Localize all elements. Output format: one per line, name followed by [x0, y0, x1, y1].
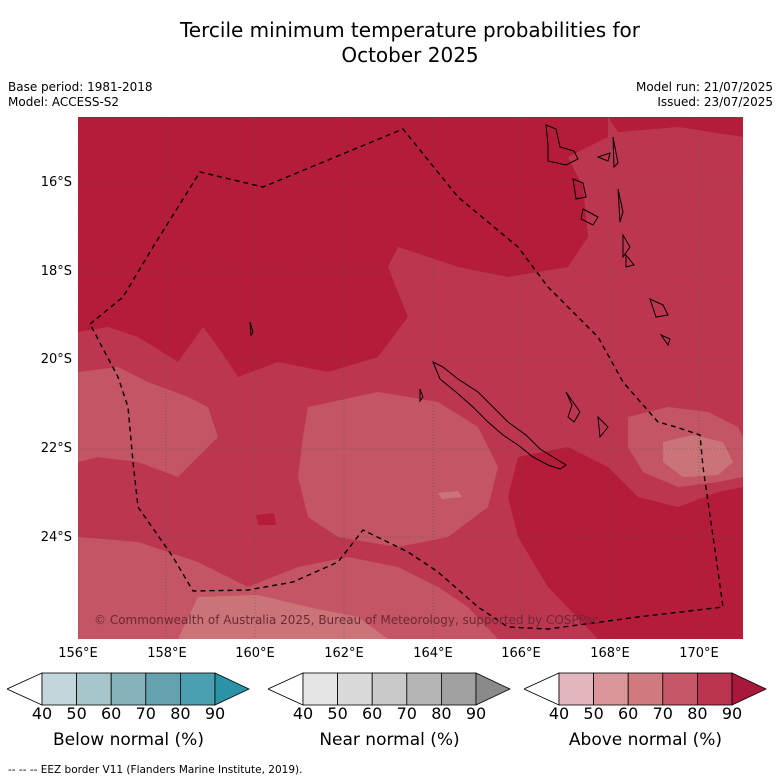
colorbar-above-normal: [524, 672, 767, 706]
eez-border: [89, 128, 724, 630]
cbar-near-seg-1: [302, 672, 338, 706]
region-90-patch: [256, 513, 276, 525]
cbar-below-seg-3: [110, 672, 147, 706]
model-run: Model run: 21/07/2025: [635, 80, 773, 94]
small-island-2: [419, 388, 424, 403]
chart-title: Tercile minimum temperature probabilitie…: [0, 18, 781, 68]
cbar-above-seg-1: [558, 672, 594, 706]
cbar-near-seg-6: [475, 672, 511, 706]
cbar-below-seg-2: [76, 672, 112, 706]
lat-label-22s: 22°S: [40, 441, 72, 456]
lat-label-20s: 20°S: [40, 352, 72, 367]
cbar-below-seg-1: [41, 672, 77, 706]
new-caledonia-coast: [432, 360, 567, 470]
lon-label-160e: 160°E: [235, 646, 275, 661]
model-name: Model: ACCESS-S2: [8, 95, 120, 109]
lat-label-24s: 24°S: [40, 530, 72, 545]
lon-label-166e: 166°E: [501, 646, 541, 661]
meta-right: Model run: 21/07/2025 Issued: 23/07/2025: [636, 80, 773, 110]
cbar-near-seg-5: [440, 672, 477, 706]
near-tick-40: 40: [292, 704, 314, 723]
below-normal-label: Below normal (%): [53, 730, 204, 750]
small-island-1: [249, 321, 254, 337]
cbar-above-seg-4: [662, 672, 698, 706]
region-60-east: [663, 435, 733, 477]
near-tick-80: 80: [431, 704, 452, 723]
above-tick-50: 50: [583, 704, 604, 723]
below-tick-50: 50: [66, 704, 87, 723]
colorbar-below-normal: [7, 672, 250, 706]
region-90-north: [78, 117, 608, 377]
map-svg: [77, 117, 743, 639]
below-tick-40: 40: [31, 704, 53, 723]
region-70-south: [78, 537, 498, 639]
region-70-central: [298, 392, 498, 547]
cbar-below-seg-4: [145, 672, 181, 706]
cbar-below-seg-6: [214, 672, 250, 706]
region-60-south: [178, 595, 388, 639]
vanuatu-north-coast: [545, 124, 579, 166]
vanuatu-islands-coast: [572, 136, 635, 268]
loyalty-islands-coast: [565, 391, 609, 439]
below-tick-70: 70: [135, 704, 156, 723]
lat-label-18s: 18°S: [40, 264, 72, 279]
cbar-near-seg-3: [371, 672, 408, 706]
below-tick-90: 90: [204, 704, 226, 723]
near-tick-70: 70: [396, 704, 417, 723]
near-tick-90: 90: [465, 704, 487, 723]
near-tick-60: 60: [362, 704, 383, 723]
above-tick-40: 40: [548, 704, 570, 723]
cbar-above-seg-0: [524, 672, 560, 706]
graticule: [77, 117, 743, 639]
near-normal-label: Near normal (%): [319, 730, 460, 750]
above-tick-90: 90: [721, 704, 743, 723]
coastlines: [249, 124, 671, 470]
colorbar-near-normal: [268, 672, 511, 706]
cbar-below-seg-0: [7, 672, 43, 706]
lon-label-170e: 170°E: [679, 646, 719, 661]
near-tick-50: 50: [327, 704, 348, 723]
cbar-above-seg-5: [696, 672, 733, 706]
cbar-below-seg-5: [179, 672, 216, 706]
below-tick-60: 60: [101, 704, 122, 723]
banks-islands-coast: [649, 298, 671, 347]
issued-date: Issued: 23/07/2025: [657, 95, 773, 109]
lon-label-168e: 168°E: [590, 646, 630, 661]
above-tick-70: 70: [652, 704, 673, 723]
lon-label-158e: 158°E: [147, 646, 187, 661]
cbar-near-seg-0: [268, 672, 304, 706]
cbar-above-seg-6: [731, 672, 767, 706]
probability-map: © Commonwealth of Australia 2025, Bureau…: [77, 117, 743, 639]
base-period: Base period: 1981-2018: [8, 80, 153, 94]
eez-footnote: -- -- -- EEZ border V11 (Flanders Marine…: [8, 764, 303, 776]
region-60-small: [438, 491, 462, 499]
cbar-above-seg-2: [593, 672, 629, 706]
lon-label-164e: 164°E: [413, 646, 453, 661]
cbar-near-seg-4: [406, 672, 442, 706]
cbar-above-seg-3: [627, 672, 664, 706]
above-tick-80: 80: [687, 704, 708, 723]
lon-label-162e: 162°E: [324, 646, 364, 661]
meta-left: Base period: 1981-2018 Model: ACCESS-S2: [8, 80, 153, 110]
region-70-southwest: [78, 367, 218, 477]
title-line-2: October 2025: [341, 43, 479, 67]
below-tick-80: 80: [170, 704, 191, 723]
lon-label-156e: 156°E: [58, 646, 98, 661]
lat-label-16s: 16°S: [40, 175, 72, 190]
region-90-upper-right: [608, 117, 743, 137]
region-90-southeast: [508, 447, 743, 639]
above-normal-label: Above normal (%): [568, 730, 723, 750]
above-tick-60: 60: [618, 704, 639, 723]
cbar-near-seg-2: [337, 672, 373, 706]
copyright-notice: © Commonwealth of Australia 2025, Bureau…: [94, 613, 600, 627]
title-line-1: Tercile minimum temperature probabilitie…: [179, 18, 641, 42]
